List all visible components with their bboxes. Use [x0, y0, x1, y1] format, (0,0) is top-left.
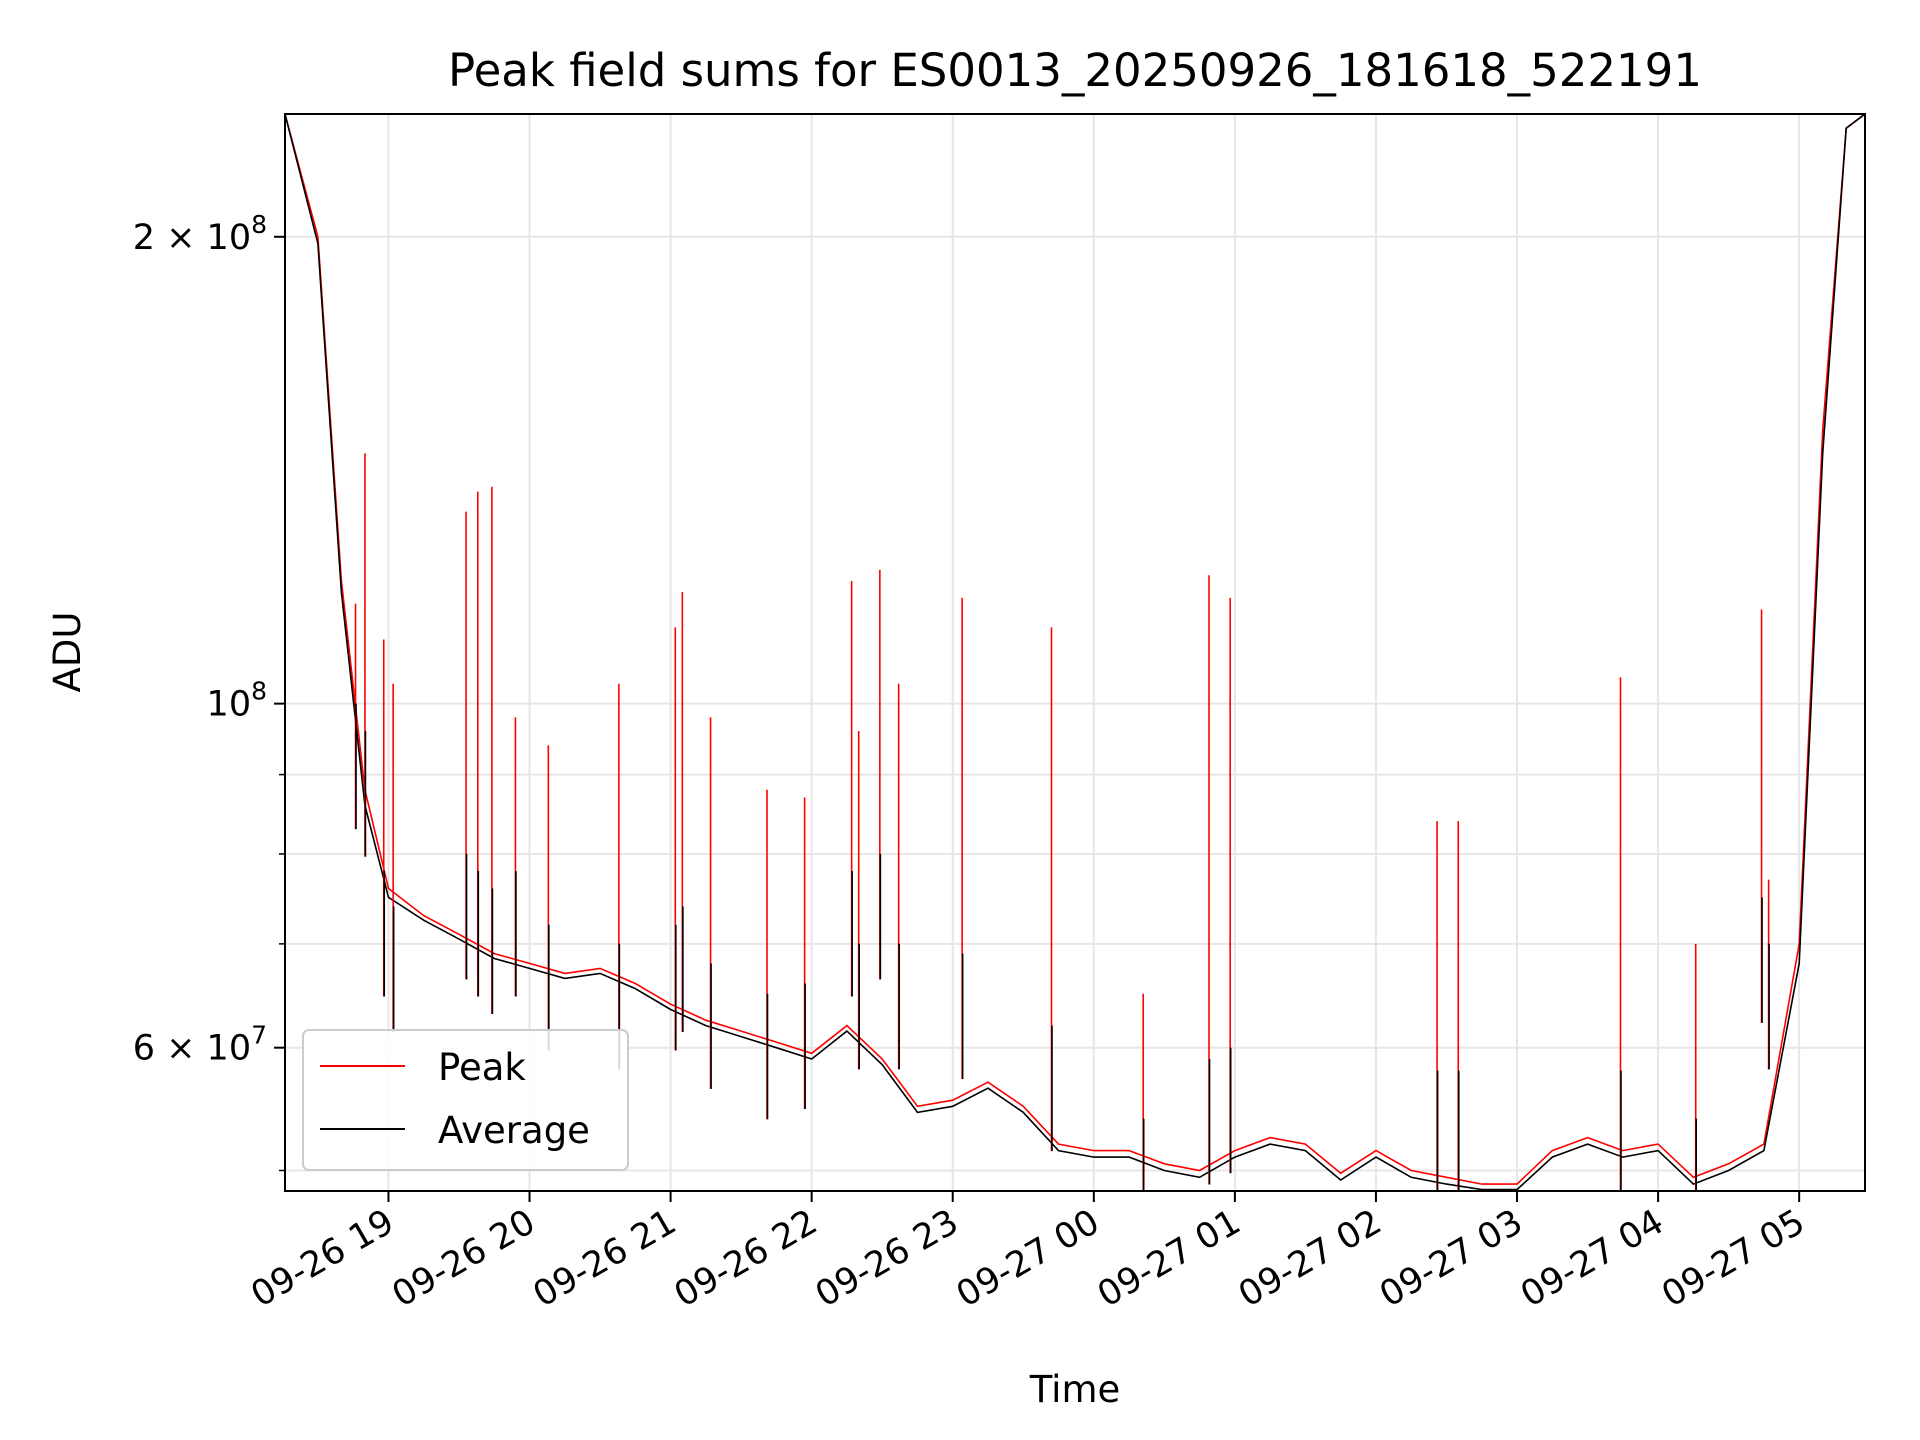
y-tick-label: 2 × 108 [133, 210, 267, 258]
grid-lines [285, 114, 1865, 1191]
plot-series [285, 114, 1865, 1191]
series-line-average [285, 114, 1865, 1191]
chart-title: Peak field sums for ES0013_20250926_1816… [448, 44, 1702, 97]
plot-frame [284, 113, 1866, 1192]
legend-label-peak: Peak [438, 1046, 526, 1089]
legend-label-average: Average [438, 1109, 590, 1152]
series-line-peak [285, 114, 1865, 1185]
y-axis-label: ADU [46, 612, 89, 693]
legend: Peak Average [302, 1029, 629, 1171]
y-tick-label: 6 × 107 [133, 1021, 267, 1069]
x-axis-label: Time [1029, 1368, 1121, 1411]
